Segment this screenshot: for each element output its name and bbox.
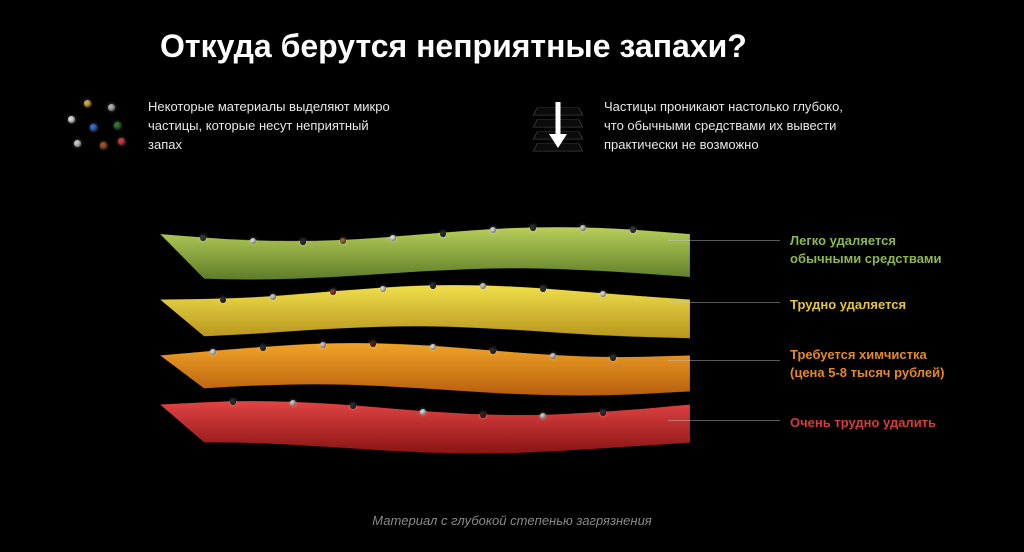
label-connector	[668, 302, 780, 303]
info-left-text: Некоторые материалы выделяют микро части…	[148, 98, 398, 155]
page-title: Откуда берутся неприятные запахи?	[160, 28, 747, 65]
layer-particle-dot	[330, 289, 336, 295]
layer-particle-dot	[430, 344, 436, 350]
particle-dot	[68, 116, 75, 123]
label-line1: Очень трудно удалить	[790, 415, 936, 430]
label-connector	[668, 360, 780, 361]
label-connector	[668, 420, 780, 421]
layer-particle-dot	[480, 412, 486, 418]
info-right-text: Частицы проникают настолько глубоко, что…	[604, 98, 854, 155]
layer-particle-dot	[260, 345, 266, 351]
layer-particle-dot	[610, 355, 616, 361]
layers-diagram	[160, 210, 690, 470]
layer-2-label: Трудно удаляется	[790, 296, 906, 314]
layer-particle-dot	[480, 283, 486, 289]
info-right-block: Частицы проникают настолько глубоко, что…	[530, 98, 854, 164]
layer-particle-dot	[630, 227, 636, 233]
layer-particle-dot	[600, 291, 606, 297]
particle-dot	[90, 124, 97, 131]
layer-particle-dot	[540, 413, 546, 419]
layer-particle-dot	[340, 238, 346, 244]
layer-particle-dot	[220, 297, 226, 303]
layer-particle-dot	[540, 286, 546, 292]
layer-particle-dot	[430, 283, 436, 289]
layer-particle-dot	[420, 409, 426, 415]
layer-particle-dot	[320, 342, 326, 348]
penetration-arrow-icon	[530, 98, 586, 164]
particle-dot	[100, 142, 107, 149]
layer-particle-dot	[440, 231, 446, 237]
info-left-block: Некоторые материалы выделяют микро части…	[60, 98, 398, 158]
layer-particle-dot	[230, 399, 236, 405]
layer-particle-dot	[380, 286, 386, 292]
particle-dot	[114, 122, 121, 129]
particle-cluster-icon	[60, 98, 130, 158]
label-line1: Трудно удаляется	[790, 297, 906, 312]
layer-particle-dot	[390, 235, 396, 241]
layer-particle-dot	[490, 348, 496, 354]
layer-particle-dot	[580, 225, 586, 231]
layer-particle-dot	[290, 400, 296, 406]
layer-particle-dot	[490, 227, 496, 233]
layer-particle-dot	[370, 341, 376, 347]
particle-dot	[74, 140, 81, 147]
layer-particle-dot	[550, 353, 556, 359]
layer-particle-dot	[350, 403, 356, 409]
label-connector	[668, 240, 780, 241]
particle-dot	[108, 104, 115, 111]
particle-dot	[118, 138, 125, 145]
layer-particle-dot	[300, 239, 306, 245]
layer-1-label: Легко удаляется обычными средствами	[790, 232, 942, 267]
label-line1: Требуется химчистка	[790, 347, 927, 362]
layer-particle-dot	[270, 294, 276, 300]
label-line1: Легко удаляется	[790, 233, 896, 248]
layer-4	[160, 384, 690, 474]
layer-4-label: Очень трудно удалить	[790, 414, 936, 432]
layer-particle-dot	[210, 349, 216, 355]
diagram-caption: Материал с глубокой степенью загрязнения	[0, 513, 1024, 528]
label-line2: обычными средствами	[790, 251, 942, 266]
layer-particle-dot	[250, 238, 256, 244]
label-line2: (цена 5-8 тысяч рублей)	[790, 365, 944, 380]
layer-particle-dot	[530, 225, 536, 231]
particle-dot	[84, 100, 91, 107]
layer-particle-dot	[200, 235, 206, 241]
layer-particle-dot	[600, 410, 606, 416]
layer-3-label: Требуется химчистка (цена 5-8 тысяч рубле…	[790, 346, 944, 381]
